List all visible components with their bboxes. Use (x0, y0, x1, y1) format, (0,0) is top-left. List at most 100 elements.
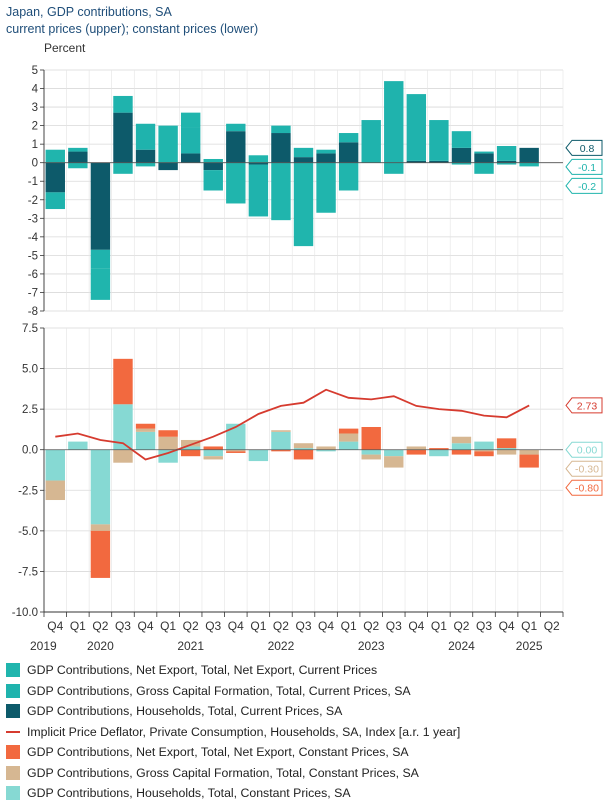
x-year-label: 2019 (30, 639, 57, 653)
upper-bar-s0-q11 (293, 157, 314, 163)
x-year-label: 2023 (358, 639, 385, 653)
legend-item: GDP Contributions, Net Export, Total, Ne… (6, 660, 606, 681)
upper-bar-s0-q9 (248, 162, 269, 165)
lower-bar-s2-q13 (338, 428, 359, 434)
upper-bar-s0-q19 (474, 153, 494, 163)
upper-annotation: -0.1 (565, 158, 603, 175)
x-quarter-label: Q4 (47, 619, 63, 633)
legend-label: GDP Contributions, Households, Total, Cu… (27, 704, 343, 719)
lower-bar-s0-q7 (203, 449, 223, 457)
upper-y-tick-label: -8 (28, 306, 38, 318)
upper-bar-s1-q1 (68, 147, 88, 152)
x-quarter-label: Q2 (544, 619, 560, 633)
lower-bar-s0-q15 (384, 449, 404, 457)
lower-bar-s1-q12 (316, 446, 336, 450)
upper-bar-s2-q18 (451, 162, 472, 165)
x-quarter-label: Q1 (160, 619, 176, 633)
lower-bar-s1-q3 (113, 449, 133, 463)
upper-annotation-label: 0.8 (580, 143, 595, 155)
x-quarter-label: Q3 (476, 619, 492, 633)
lower-bar-s2-q21 (519, 454, 539, 468)
legend-line-swatch (6, 730, 20, 733)
lower-bar-s1-q19 (474, 449, 494, 452)
upper-bar-s0-q7 (203, 162, 223, 171)
upper-gridlines (43, 69, 564, 312)
lower-bar-s0-q11 (293, 448, 314, 450)
upper-bar-s2-q9 (248, 155, 269, 163)
upper-bar-s1-q14 (361, 120, 381, 163)
x-quarter-label: Q4 (318, 619, 334, 633)
lower-bar-s1-q4 (135, 428, 156, 432)
upper-bar-s2-q8 (226, 162, 246, 204)
lower-annotation: 0.00 (565, 441, 603, 458)
upper-y-tick-label: -7 (28, 287, 38, 299)
upper-annotation-box (565, 139, 603, 156)
upper-bar-s2-q11 (293, 162, 314, 247)
lower-bar-s2-q14 (361, 426, 381, 450)
legend-color-swatch (6, 765, 20, 780)
lower-bar-s1-q8 (226, 449, 246, 452)
upper-bar-s0-q21 (519, 147, 539, 163)
legend-item: GDP Contributions, Households, Total, Cu… (6, 701, 606, 722)
x-quarter-label: Q4 (408, 619, 424, 633)
lower-bar-s0-q12 (316, 449, 336, 452)
legend-label: Implicit Price Deflator, Private Consump… (27, 724, 461, 739)
lower-bar-s1-q21 (519, 449, 539, 455)
lower-bar-s2-q7 (203, 446, 223, 450)
upper-bar-s2-q20 (496, 162, 517, 165)
lower-y-tick-label: 0.0 (22, 445, 38, 457)
lower-bar-s2-q8 (226, 451, 246, 453)
lower-bar-s0-q6 (180, 446, 201, 450)
upper-bar-s0-q2 (90, 162, 111, 250)
upper-y-tick-label: 0 (32, 158, 38, 170)
lower-bar-s2-q11 (293, 449, 314, 460)
upper-bar-s2-q3 (113, 162, 133, 174)
x-quarter-label: Q1 (250, 619, 266, 633)
x-quarter-label: Q3 (295, 619, 311, 633)
upper-bar-s1-q13 (338, 133, 359, 143)
upper-bar-s2-q2 (90, 268, 111, 300)
lower-bar-s0-q2 (90, 449, 111, 525)
lower-bar-s0-q4 (135, 431, 156, 450)
upper-bar-s1-q15 (384, 81, 404, 163)
upper-y-tick-label: -1 (28, 176, 38, 188)
x-quarter-label: Q2 (92, 619, 108, 633)
lower-bar-s0-q20 (496, 448, 517, 450)
lower-annotation: -0.30 (565, 460, 603, 477)
lower-bar-s2-q10 (271, 449, 291, 452)
lower-bars (45, 358, 539, 578)
upper-bar-s2-q0 (45, 149, 65, 163)
lower-bar-s1-q18 (451, 436, 472, 444)
upper-annotation: -0.2 (565, 177, 603, 194)
lower-annotation: -0.80 (565, 479, 603, 496)
upper-bar-s0-q16 (406, 160, 427, 163)
deflator-line-group (55, 388, 530, 461)
upper-bar-s2-q7 (203, 158, 223, 163)
upper-y-tick-label: 5 (32, 65, 38, 77)
lower-bar-s0-q14 (361, 449, 381, 455)
upper-bar-s1-q12 (316, 149, 336, 154)
upper-bar-s0-q8 (226, 131, 246, 163)
lower-bar-s0-q17 (429, 449, 449, 457)
x-year-label: 2021 (177, 639, 204, 653)
upper-bar-s0-q13 (338, 142, 359, 163)
upper-bar-s1-q6 (180, 127, 201, 154)
lower-bar-s1-q5 (158, 436, 178, 450)
lower-bar-s1-q7 (203, 456, 223, 460)
upper-bar-s1-q3 (113, 95, 133, 113)
lower-y-tick-label: 2.5 (22, 404, 38, 416)
x-quarter-label: Q2 (273, 619, 289, 633)
upper-bar-s1-q16 (406, 94, 427, 161)
upper-bar-s0-q1 (68, 151, 88, 163)
x-quarter-label: Q4 (499, 619, 515, 633)
upper-bar-s1-q7 (203, 170, 223, 191)
lower-y-tick-label: 7.5 (22, 323, 38, 335)
upper-bar-s2-q12 (316, 162, 336, 213)
lower-annotation-box (565, 441, 603, 458)
upper-bar-s2-q13 (338, 162, 359, 191)
upper-y-tick-label: 4 (32, 84, 39, 96)
lower-bar-s1-q0 (45, 480, 65, 501)
upper-bar-s2-q10 (271, 162, 291, 221)
upper-bar-s0-q6 (180, 153, 201, 163)
x-quarter-label: Q1 (431, 619, 447, 633)
